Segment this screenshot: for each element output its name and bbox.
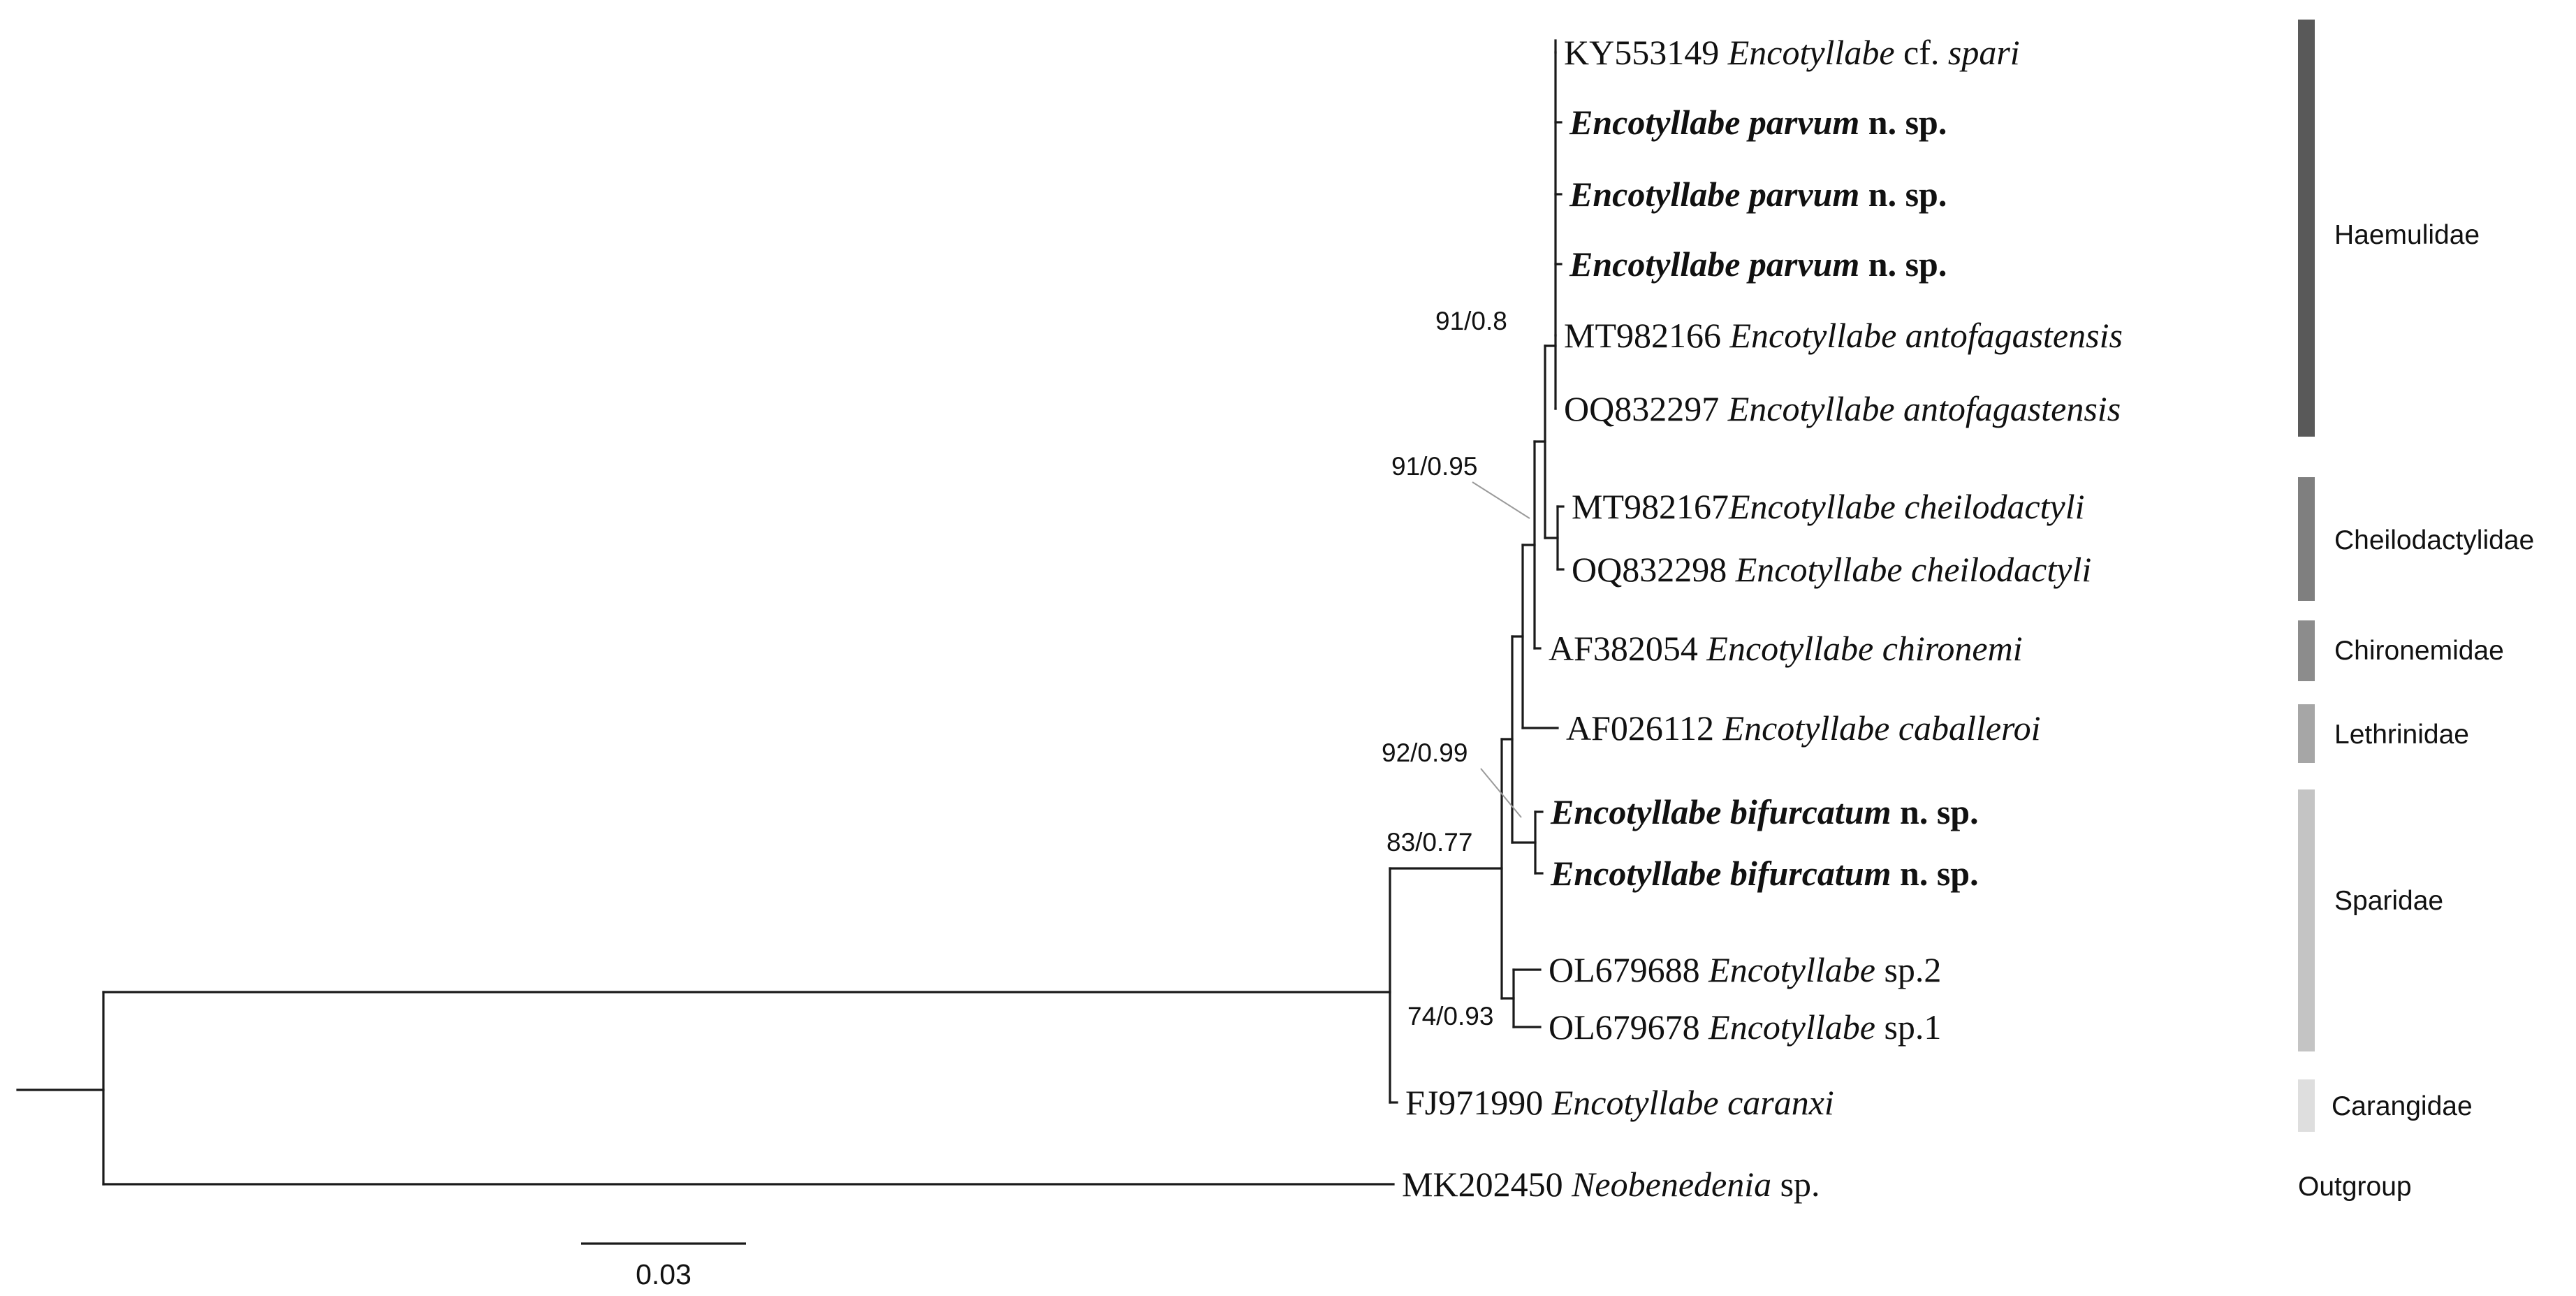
host-group-label: Sparidae (2334, 886, 2443, 916)
host-group-bar (2298, 704, 2315, 763)
tip-label: KY553149 Encotyllabe cf. spari (1564, 33, 2020, 72)
tip-label: Encotyllabe parvum n. sp. (1569, 245, 1947, 284)
host-group-label: Carangidae (2332, 1091, 2473, 1121)
tip-label: FJ971990 Encotyllabe caranxi (1405, 1083, 1834, 1122)
tip-label: MT982167Encotyllabe cheilodactyli (1572, 487, 2085, 526)
leader-line (1480, 768, 1522, 818)
tip-labels: KY553149 Encotyllabe cf. spari Encotyllab… (1402, 33, 2123, 1204)
support-value: 83/0.77 (1386, 828, 1472, 857)
tip-label: OQ832298 Encotyllabe cheilodactyli (1572, 550, 2091, 589)
support-leader-lines (1472, 481, 1530, 818)
host-group-bar (2298, 789, 2315, 1051)
tip-label: AF026112 Encotyllabe caballeroi (1566, 708, 2041, 748)
host-group-label: Outgroup (2298, 1172, 2412, 1202)
scale-bar: 0.03 (581, 1242, 746, 1290)
tip-label: OL679688 Encotyllabe sp.2 (1549, 950, 1941, 989)
support-values: 91/0.8 91/0.95 92/0.99 83/0.77 74/0.93 (1382, 307, 1507, 1031)
support-value: 74/0.93 (1407, 1002, 1493, 1031)
support-value: 91/0.95 (1391, 452, 1477, 481)
support-value: 92/0.99 (1382, 738, 1468, 767)
host-group-label: Chironemidae (2334, 636, 2504, 666)
tip-label: Encotyllabe bifurcatum n. sp. (1550, 792, 1979, 831)
tip-label: Encotyllabe parvum n. sp. (1569, 175, 1947, 214)
host-group-label: Lethrinidae (2334, 720, 2469, 750)
host-group-bar (2298, 20, 2315, 437)
tip-label: OL679678 Encotyllabe sp.1 (1549, 1007, 1941, 1047)
host-group-bar (2298, 620, 2315, 681)
tip-label: OQ832297 Encotyllabe antofagastensis (1564, 389, 2121, 428)
support-value: 91/0.8 (1435, 307, 1507, 335)
leader-line (1472, 481, 1530, 519)
host-group-bars: Haemulidae Cheilodactylidae Chironemidae Le… (2298, 20, 2534, 1202)
tip-label: MK202450 Neobenedenia sp. (1402, 1165, 1820, 1204)
host-group-label: Cheilodactylidae (2334, 525, 2534, 555)
tip-label: AF382054 Encotyllabe chironemi (1549, 629, 2023, 668)
tree-branches (16, 39, 1565, 1186)
tip-label: Encotyllabe parvum n. sp. (1569, 103, 1947, 142)
tip-label: Encotyllabe bifurcatum n. sp. (1550, 854, 1979, 893)
scale-bar-label: 0.03 (636, 1258, 691, 1290)
host-group-bar (2298, 477, 2315, 601)
host-group-label: Haemulidae (2334, 220, 2480, 250)
tip-label: MT982166 Encotyllabe antofagastensis (1564, 316, 2123, 355)
host-group-bar (2298, 1079, 2315, 1132)
